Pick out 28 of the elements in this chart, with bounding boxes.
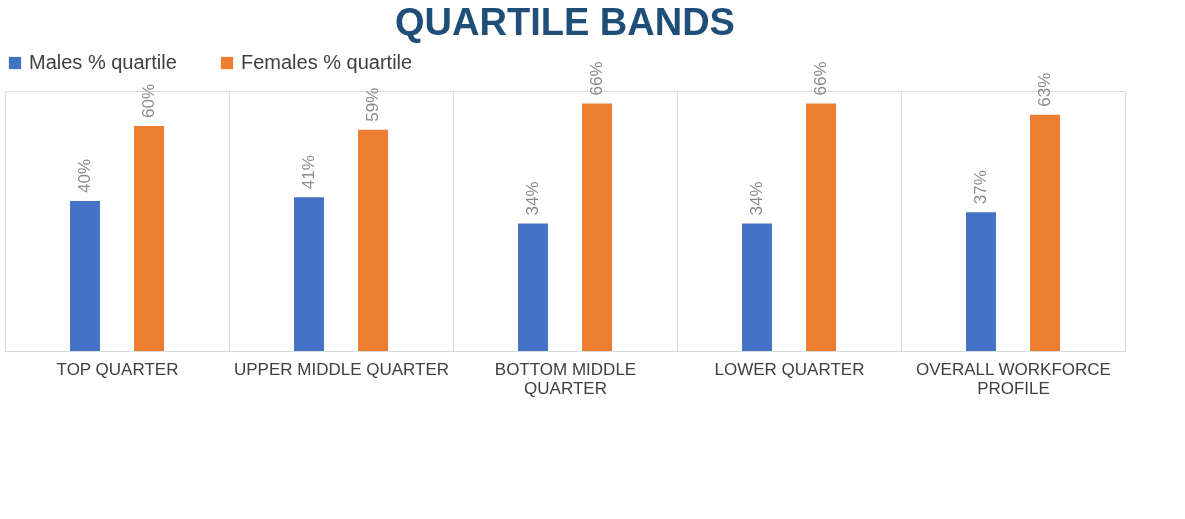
x-tick-label: TOP QUARTER [56,359,179,379]
bar [1030,114,1060,351]
bar [134,125,164,351]
bar [518,223,548,351]
data-label: 41% [299,155,318,190]
data-label: 66% [587,61,606,96]
data-label: 63% [1035,72,1054,107]
chart-title: QUARTILE BANDS [395,1,735,43]
legend-label: Females % quartile [241,51,413,73]
data-label: 40% [75,158,94,193]
bar [358,129,388,351]
bar [582,103,612,351]
data-label: 60% [139,83,158,118]
bar [966,212,996,351]
legend-label: Males % quartile [29,51,177,73]
bar [742,223,772,351]
bar [806,103,836,351]
data-label: 66% [811,61,830,96]
data-label: 37% [971,170,990,205]
x-tick-label: OVERALL WORKFORCE PROFILE [916,359,1111,398]
data-label: 34% [523,181,542,216]
bar [70,200,100,351]
x-tick-label: LOWER QUARTER [714,359,865,379]
bar [294,197,324,351]
x-tick-label: BOTTOM MIDDLE QUARTER [494,359,637,398]
data-label: 59% [363,87,382,122]
x-tick-label: UPPER MIDDLE QUARTER [233,359,450,379]
data-label: 34% [747,181,766,216]
